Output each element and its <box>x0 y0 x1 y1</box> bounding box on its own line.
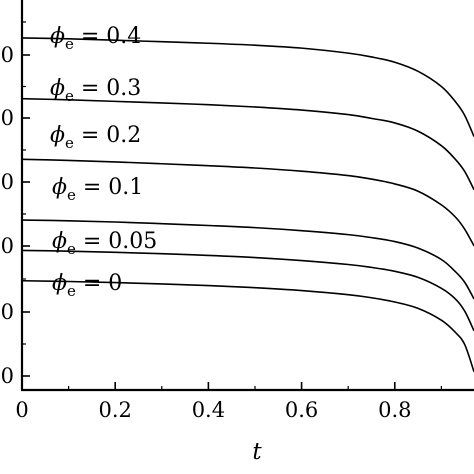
series-line-3 <box>21 219 474 300</box>
series-labels: ϕe = 0.4 ϕe = 0.3 ϕe = 0.2 ϕe = 0.1 ϕe = 0.0… <box>50 24 157 300</box>
y-tick-label: 0 <box>1 300 14 324</box>
y-tick-label: 0 <box>1 234 14 258</box>
series-label-0: ϕe = 0.4 <box>50 24 141 53</box>
series-label-5: ϕe = 0 <box>52 271 122 300</box>
series-line-0 <box>21 37 474 137</box>
series-group <box>21 37 474 373</box>
y-tick-label: 0 <box>1 106 14 130</box>
series-label-4: ϕe = 0.05 <box>52 229 157 258</box>
y-tick-label: 0 <box>1 43 14 67</box>
y-tick-label: 0 <box>1 170 14 194</box>
series-line-2 <box>21 158 474 247</box>
series-label-1: ϕe = 0.3 <box>50 76 141 105</box>
axes <box>20 0 474 392</box>
y-tick-label: 0 <box>1 364 14 388</box>
series-line-5 <box>21 279 474 373</box>
series-label-3: ϕe = 0.1 <box>52 175 143 204</box>
series-label-2: ϕe = 0.2 <box>50 123 141 152</box>
x-tick-label: 0.2 <box>98 398 131 422</box>
series-line-1 <box>21 97 474 191</box>
x-axis-title: t <box>252 439 262 465</box>
x-tick-label: 0 <box>15 398 28 422</box>
series-line-4 <box>21 249 474 332</box>
x-tick-label: 0.6 <box>285 398 318 422</box>
x-tick-label: 0.8 <box>378 398 411 422</box>
x-tick-label: 0.4 <box>192 398 225 422</box>
